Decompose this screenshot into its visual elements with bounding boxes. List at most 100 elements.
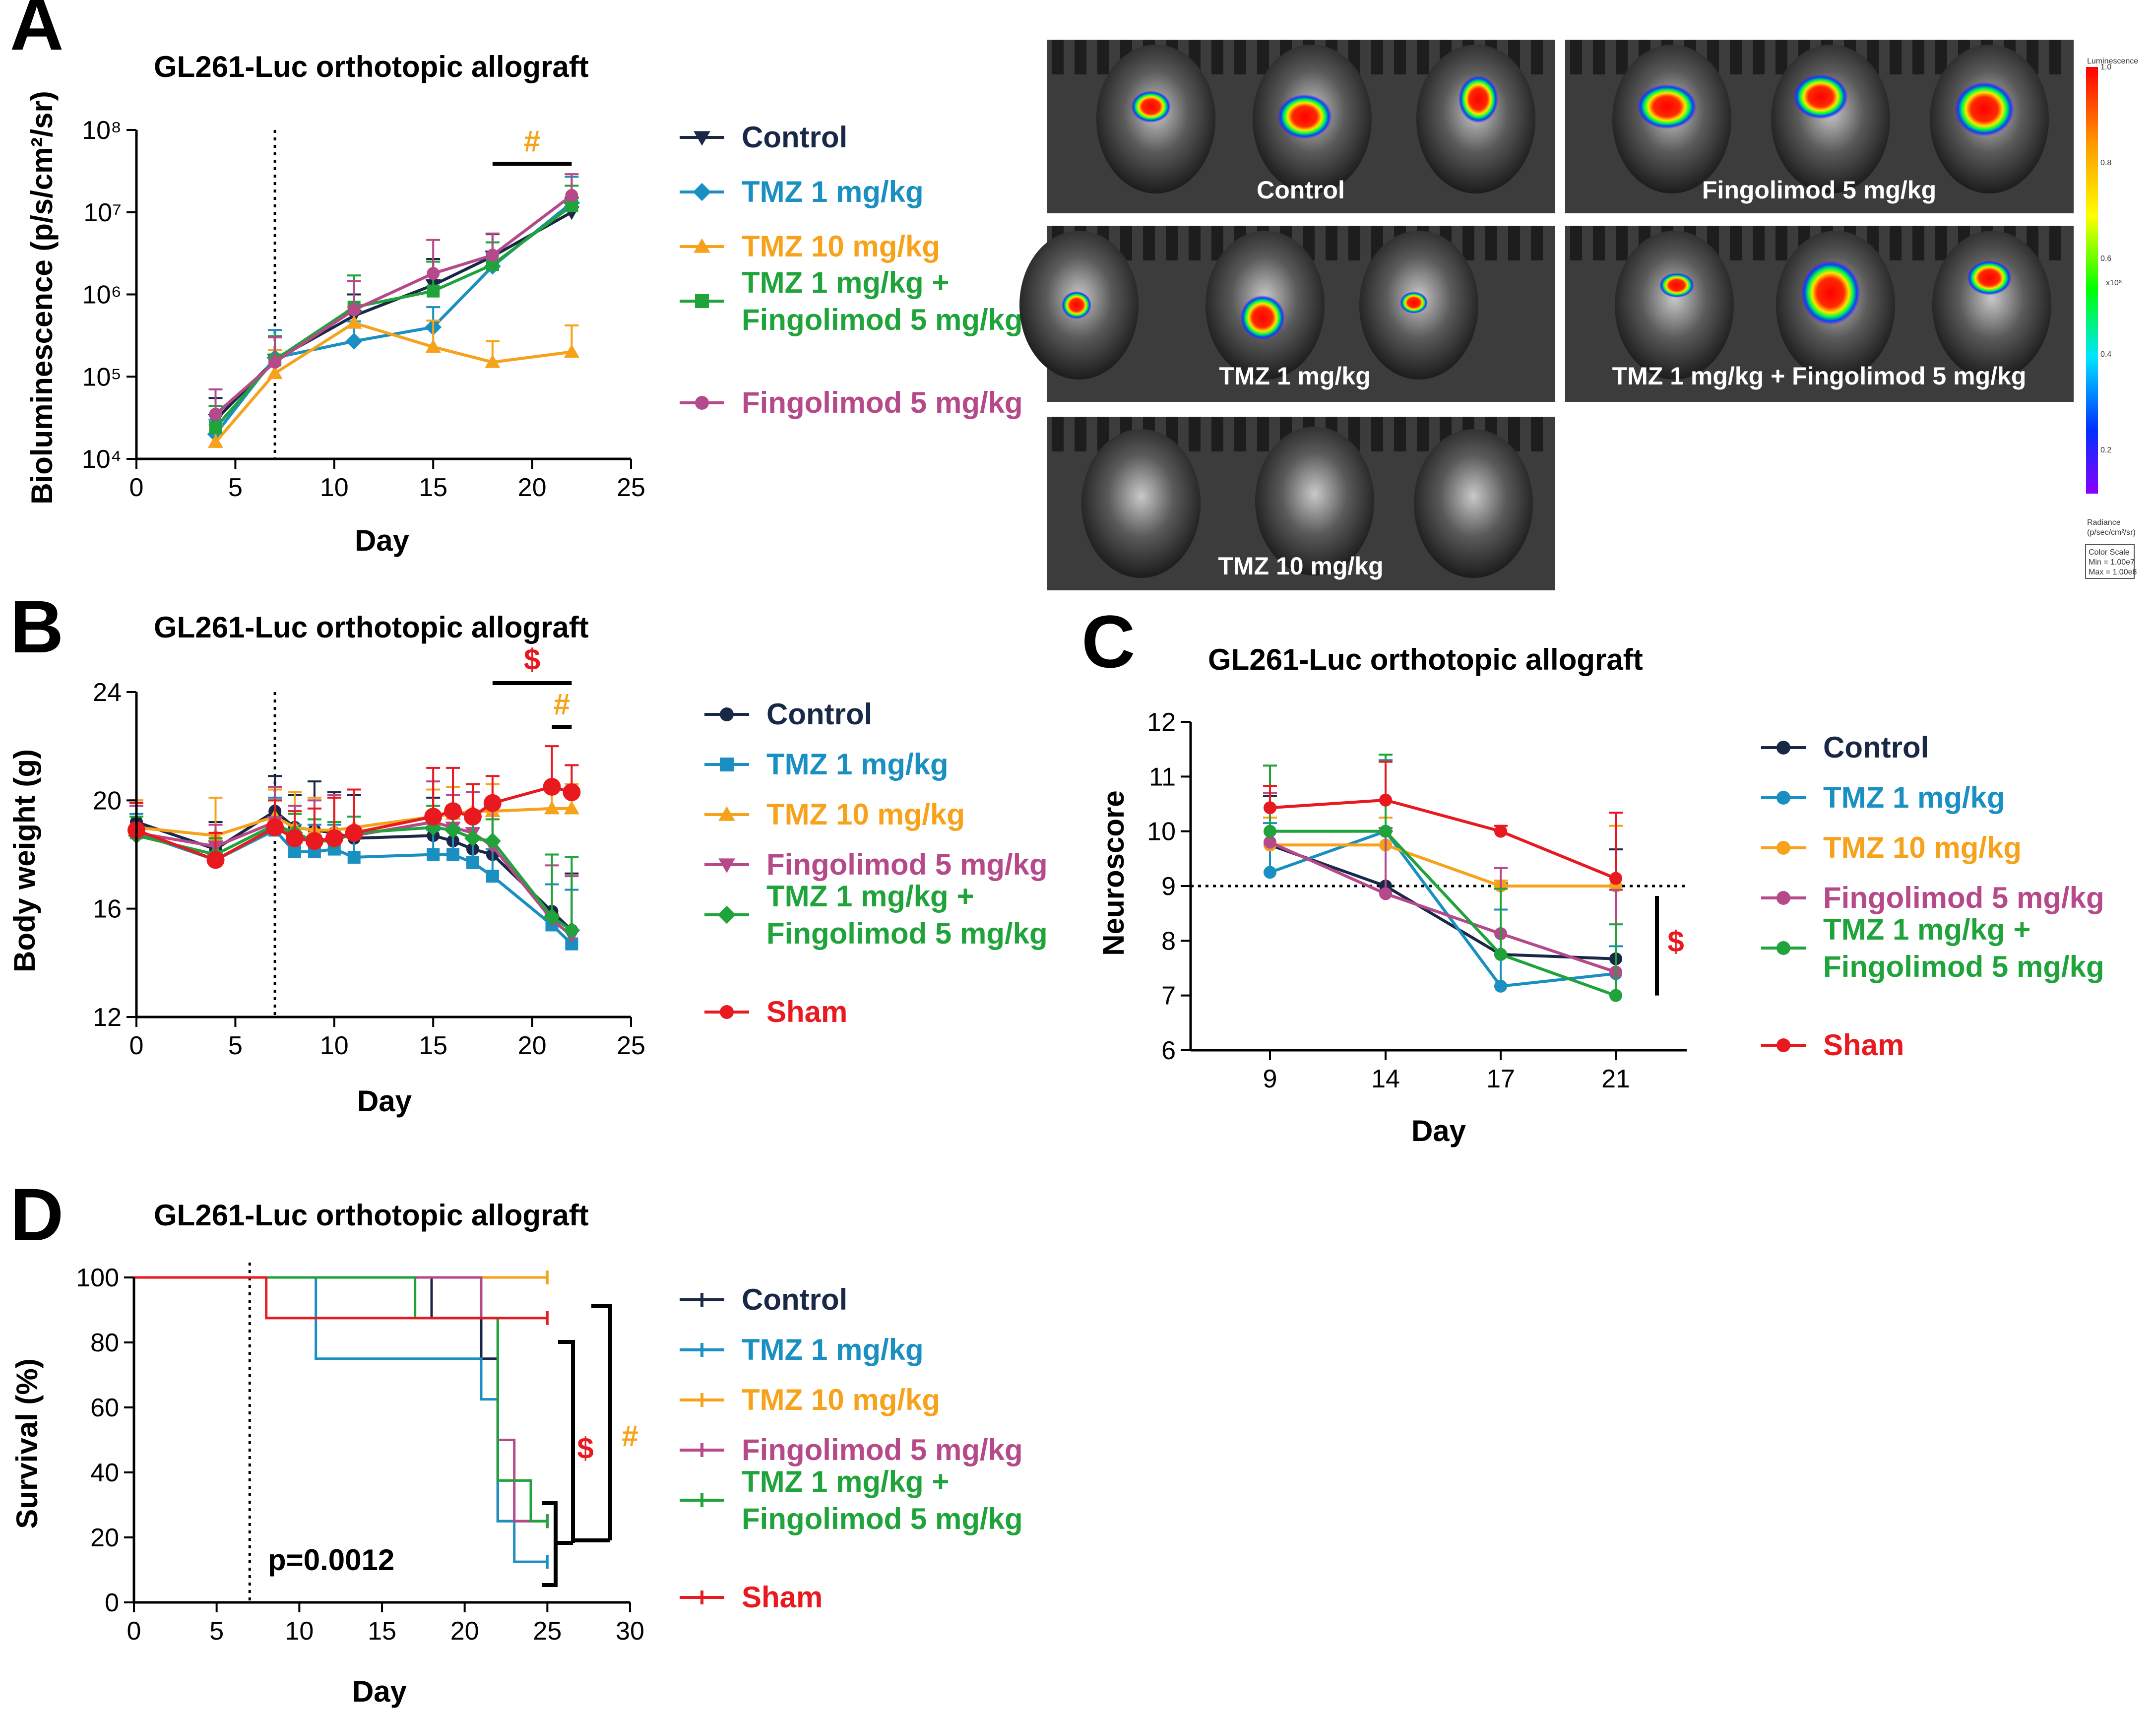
data-point	[564, 344, 579, 358]
imaging-cage-bar	[1531, 226, 1543, 260]
legend-item: Sham	[680, 1581, 823, 1614]
panel-a-title: GL261-Luc orthotopic allograft	[154, 50, 589, 83]
imaging-cage-bar	[1462, 226, 1474, 260]
data-point	[267, 365, 283, 380]
luminescence-signal	[1062, 291, 1091, 319]
panel-c-xlabel: Day	[1411, 1114, 1466, 1147]
panel-a-letter: A	[10, 0, 63, 65]
y-tick-label: 20	[90, 1524, 119, 1552]
imaging-cage-bar	[2049, 40, 2061, 74]
imaging-cage-bar	[1394, 417, 1406, 451]
imaging-cage-bar	[1371, 40, 1383, 74]
imaging-cage-bar	[1485, 226, 1497, 260]
panel-a: A GL261-Luc orthotopic allograft 0 5 10 15 2…	[10, 0, 1023, 557]
x-tick-label: 25	[533, 1617, 562, 1646]
y-tick-label: 40	[90, 1459, 119, 1487]
series-combo	[208, 185, 579, 434]
series-line	[1270, 843, 1616, 888]
x-tick-label: 0	[129, 473, 144, 502]
panel-d-letter: D	[10, 1173, 63, 1256]
legend-item: TMZ 10 mg/kg	[704, 798, 965, 831]
data-point	[544, 801, 560, 815]
imaging-cage-bar	[1097, 40, 1109, 74]
legend-item: TMZ 1 mg/kg + Fingolimod 5 mg/kg	[680, 1465, 1023, 1535]
x-tick-label: 10	[285, 1617, 314, 1646]
significance-bracket	[573, 1304, 612, 1542]
survival-curve	[134, 1276, 548, 1320]
colorbar-tick-label: 1.0	[2100, 63, 2111, 71]
color-scale-title: Color Scale	[2089, 548, 2130, 557]
imaging-cage-bar	[1075, 40, 1086, 74]
luminescence-signal	[1637, 84, 1697, 129]
panel-b: B GL261-Luc orthotopic allograft 0 5 10 15 2…	[8, 585, 1048, 1118]
imaging-tile: TMZ 1 mg/kg + Fingolimod 5 mg/kg	[1565, 226, 2074, 402]
x-tick-label: 20	[450, 1617, 479, 1646]
series-line	[1270, 829, 1617, 997]
series-line	[1269, 829, 1616, 988]
data-point	[1494, 948, 1507, 961]
legend-label: Sham	[766, 995, 847, 1028]
y-tick-label: 80	[90, 1329, 119, 1357]
imaging-tile-label: TMZ 10 mg/kg	[1218, 552, 1383, 580]
legend-marker	[1776, 1038, 1790, 1052]
data-point	[268, 356, 282, 369]
imaging-cage-bar	[1753, 226, 1765, 260]
legend-marker	[694, 131, 710, 146]
legend-marker	[717, 905, 736, 924]
imaging-cage-bar	[1890, 226, 1902, 260]
survival-curve	[134, 1276, 548, 1563]
imaging-cage-bar	[1593, 40, 1605, 74]
y-tick-label: 10⁷	[83, 198, 122, 227]
imaging-cage-bar	[1234, 417, 1246, 451]
data-point	[485, 354, 501, 368]
panel-b-title: GL261-Luc orthotopic allograft	[154, 611, 589, 644]
legend-item: TMZ 1 mg/kg + Fingolimod 5 mg/kg	[704, 880, 1048, 950]
panel-b-legend: Control TMZ 1 mg/kg TMZ 10 mg/kg Fingolimod…	[704, 698, 1048, 1028]
data-point	[325, 829, 343, 847]
significance-symbol: $	[577, 1432, 593, 1465]
legend-marker	[695, 396, 709, 410]
significance-symbol: #	[554, 688, 570, 721]
imaging-tile-label: TMZ 1 mg/kg + Fingolimod 5 mg/kg	[1612, 362, 2027, 390]
legend-item: Control	[680, 121, 847, 154]
imaging-tile: Control	[1047, 40, 1555, 213]
data-point	[209, 407, 222, 421]
panel-d-p-value: p=0.0012	[268, 1543, 394, 1577]
luminescence-signal	[1458, 75, 1498, 123]
legend-marker	[718, 806, 735, 821]
imaging-cage-bar	[1912, 40, 1924, 74]
imaging-cage-bar	[1257, 40, 1269, 74]
colorbar-tick-label: 0.8	[2100, 159, 2111, 167]
panel-b-plot: 0 5 10 15 20 25 12 16 20 24 $ #	[93, 643, 645, 1060]
imaging-cage-bar	[1616, 226, 1628, 260]
colorbar-gradient	[2086, 67, 2098, 494]
x-tick-label: 10	[320, 473, 349, 502]
imaging-tile-label: Control	[1257, 176, 1345, 204]
imaging-cage-bar	[1394, 40, 1406, 74]
data-point	[288, 845, 302, 859]
imaging-cage-bar	[1753, 40, 1765, 74]
imaging-tile: Fingolimod 5 mg/kg	[1565, 40, 2074, 213]
data-point	[305, 832, 323, 850]
data-point	[206, 851, 225, 869]
series-sham	[134, 1276, 549, 1325]
mouse-image	[1255, 427, 1374, 575]
mouse-image	[1932, 231, 2051, 380]
data-point	[1609, 872, 1622, 885]
panel-d-xlabel: Day	[352, 1675, 407, 1708]
x-tick-label: 0	[127, 1617, 141, 1646]
imaging-cage-bar	[1935, 40, 1947, 74]
x-tick-label: 15	[419, 1031, 447, 1060]
data-point	[466, 856, 479, 869]
legend-label: TMZ 1 mg/kg +	[766, 880, 974, 913]
legend-label: Control	[742, 121, 847, 154]
panel-a-xlabel: Day	[355, 524, 410, 557]
y-tick-label: 9	[1161, 872, 1176, 901]
luminescence-signal	[1400, 292, 1428, 314]
data-point	[1494, 979, 1507, 993]
colorbar-tick-label: 0.6	[2100, 254, 2111, 263]
legend-label: Control	[742, 1283, 847, 1316]
data-point	[427, 848, 440, 861]
